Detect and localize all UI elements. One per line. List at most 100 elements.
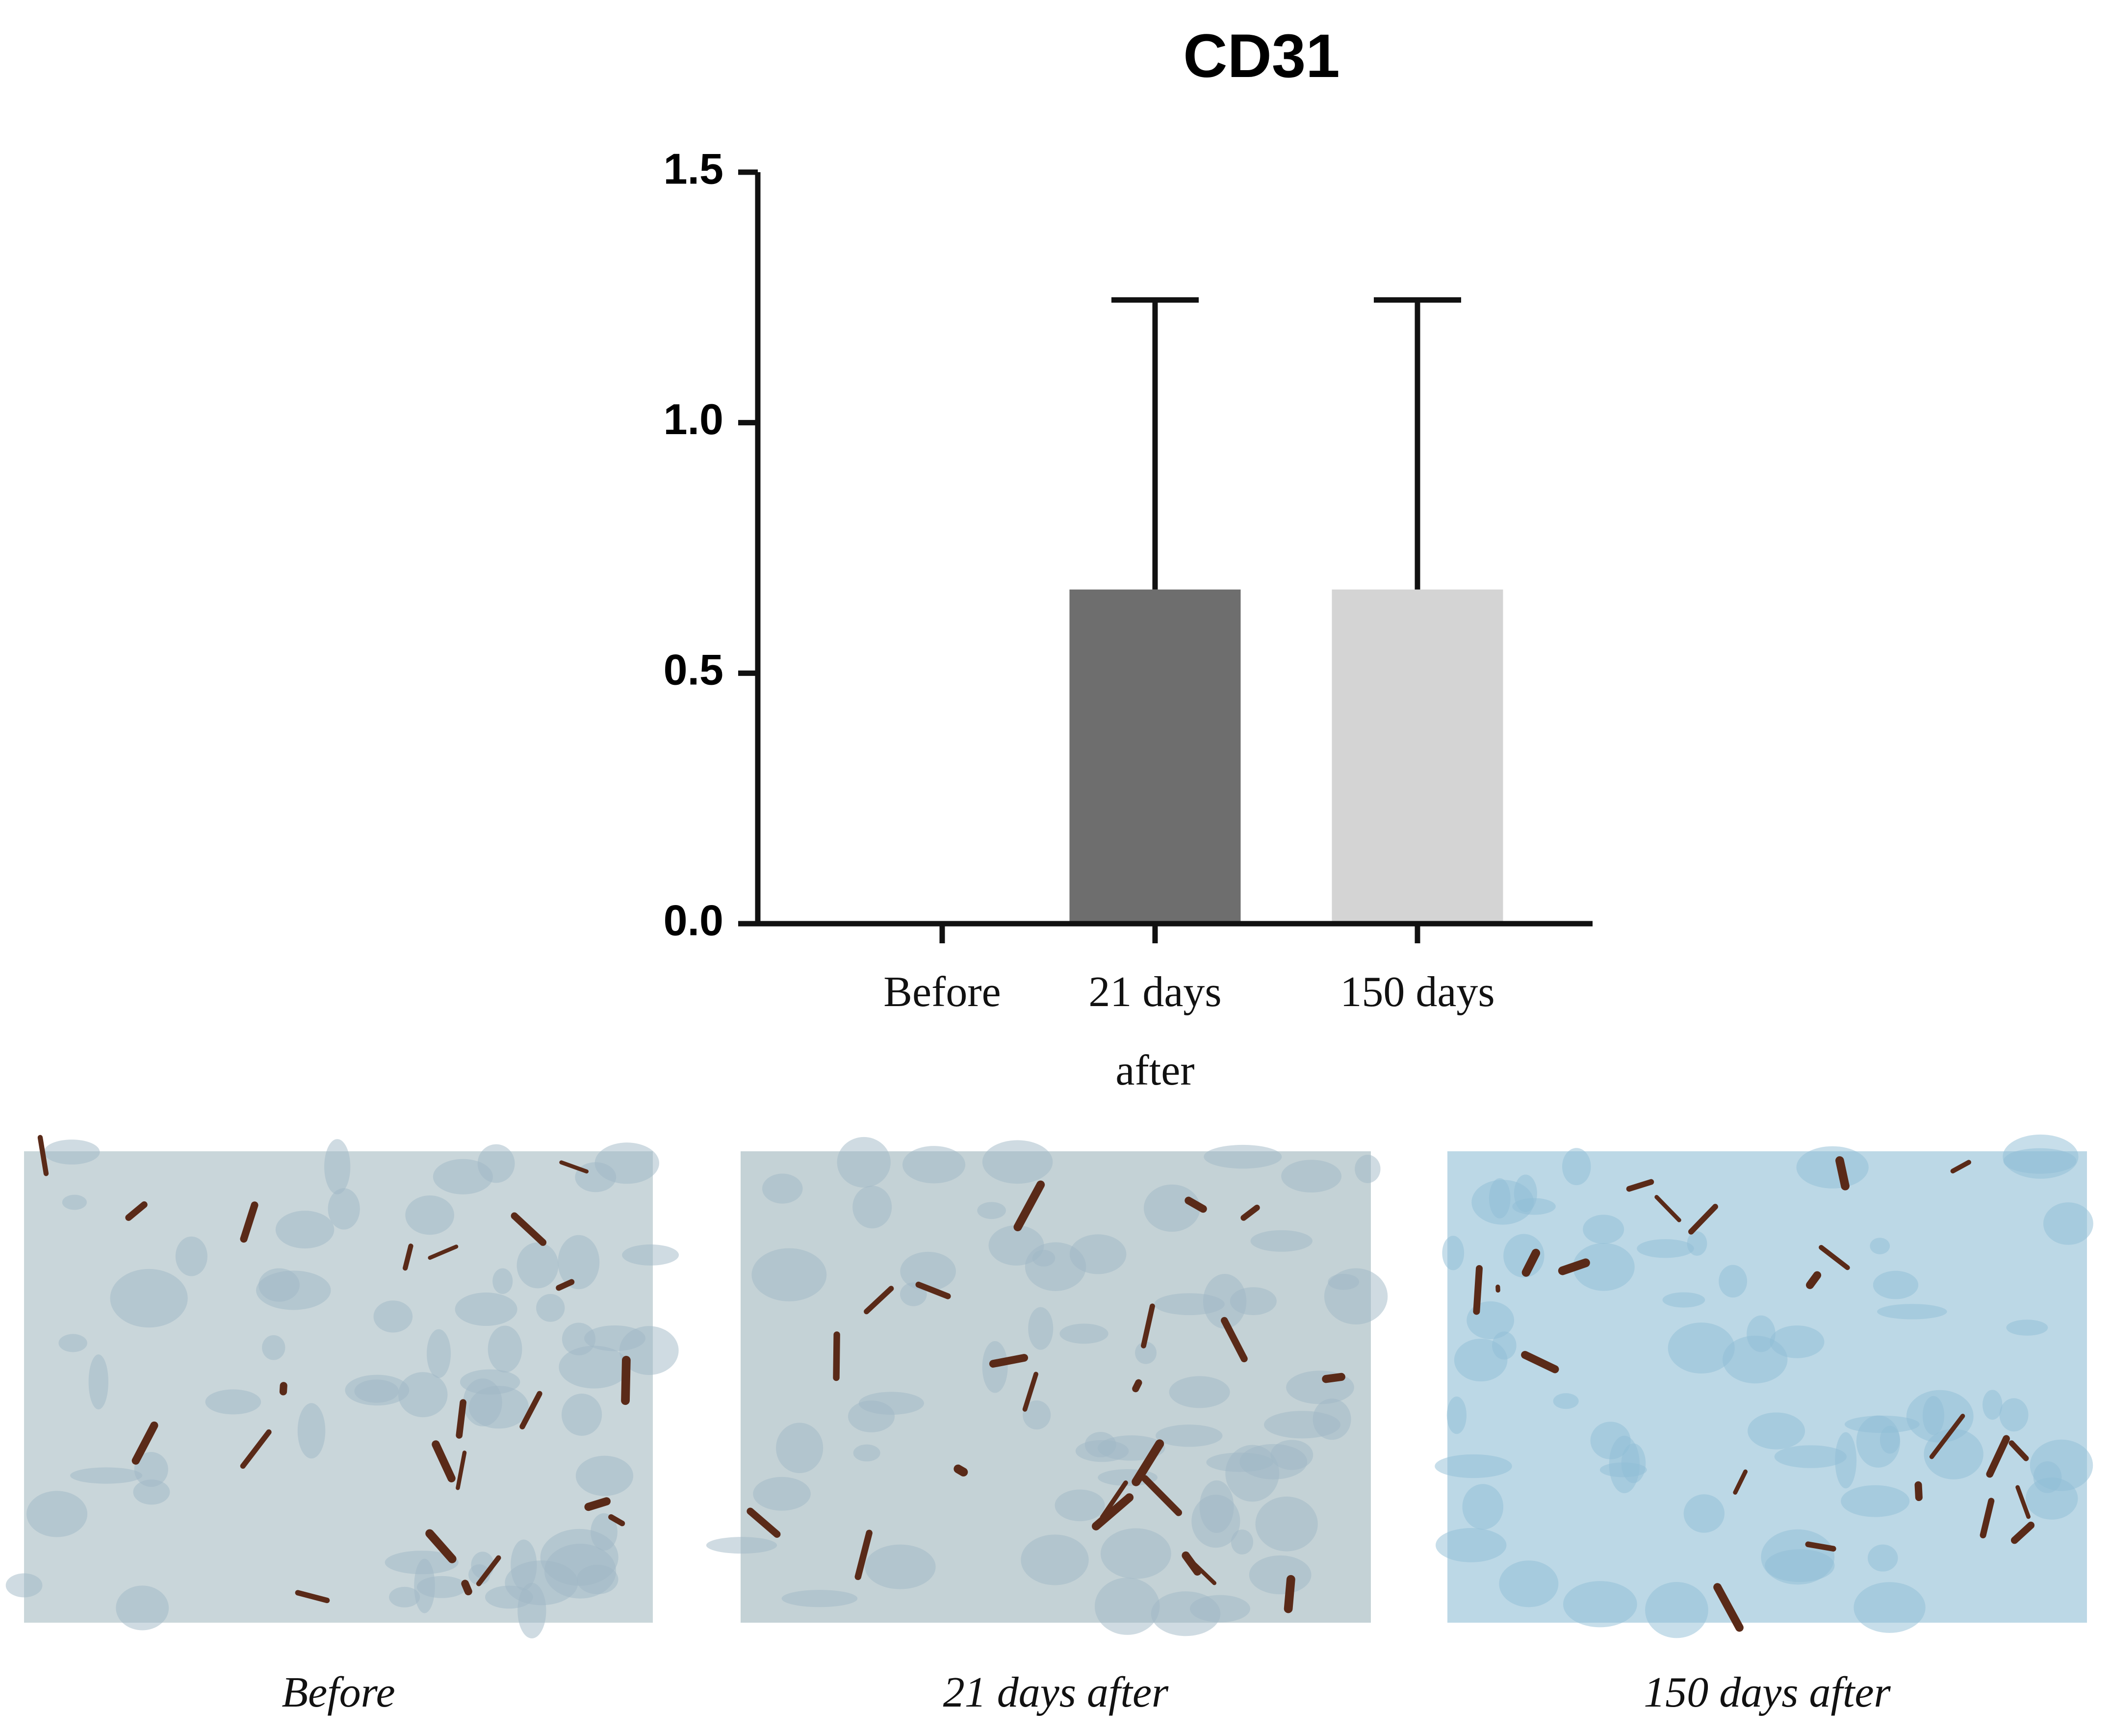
- tissue-cell: [1590, 1422, 1631, 1459]
- tissue-cell: [1499, 1560, 1559, 1607]
- micrograph-caption: 21 days after: [943, 1669, 1169, 1716]
- x-tick-label: Before: [883, 968, 1001, 1016]
- tissue-cell: [1135, 1342, 1157, 1364]
- vessel: [559, 1160, 589, 1174]
- tissue-cell: [1436, 1528, 1507, 1562]
- vessel: [1819, 1244, 1850, 1270]
- tissue-cell: [1023, 1400, 1051, 1430]
- vessel: [456, 1451, 467, 1490]
- tissue-cell: [1662, 1292, 1705, 1308]
- tissue-cell: [262, 1335, 285, 1360]
- tissue-cell: [516, 1242, 559, 1289]
- tissue-cell: [858, 1392, 924, 1415]
- tissue-cell: [852, 1186, 892, 1229]
- vessel: [556, 1279, 575, 1291]
- tissue-cell: [1442, 1236, 1465, 1270]
- tissue-cell: [776, 1423, 824, 1474]
- vessel: [1713, 1583, 1744, 1632]
- tissue-cell: [5, 1573, 43, 1598]
- tissue-cell: [427, 1329, 451, 1378]
- tissue-cell: [575, 1455, 634, 1496]
- tissue-cell: [385, 1551, 459, 1575]
- tissue-cell: [837, 1137, 891, 1188]
- tissue-cell: [110, 1269, 188, 1328]
- tissue-cell: [559, 1346, 629, 1389]
- vessel: [476, 1555, 501, 1586]
- tissue-cell: [70, 1467, 143, 1484]
- vessel: [2010, 1522, 2035, 1544]
- tissue-cell: [205, 1389, 261, 1415]
- tissue-cell: [706, 1537, 777, 1554]
- tissue-cell: [2003, 1148, 2077, 1174]
- tissue-cell: [2043, 1202, 2093, 1245]
- tissue-cell: [1854, 1582, 1926, 1633]
- tissue-cell: [1069, 1234, 1127, 1274]
- vessel: [1182, 1551, 1202, 1576]
- tissue-cell: [1621, 1443, 1646, 1483]
- vessel: [432, 1440, 456, 1482]
- tissue-cell: [1835, 1432, 1857, 1489]
- tissue-cell: [58, 1334, 87, 1352]
- tissue-cell: [88, 1354, 108, 1410]
- vessel: [511, 1212, 547, 1246]
- tissue-cell: [324, 1139, 351, 1194]
- tissue-cell: [1489, 1178, 1511, 1218]
- tissue-cell: [2006, 1320, 2048, 1336]
- tissue-cell: [455, 1292, 517, 1326]
- tissue-cell: [492, 1268, 513, 1294]
- tissue-cell: [1553, 1393, 1579, 1409]
- vessel: [953, 1464, 968, 1477]
- tissue-cell: [1873, 1270, 1919, 1299]
- vessel: [1914, 1481, 1923, 1502]
- vessel: [461, 1580, 472, 1596]
- y-tick-label: 1.5: [664, 144, 723, 193]
- vessel: [854, 1529, 873, 1581]
- tissue-cell: [134, 1452, 168, 1487]
- tissue-cell: [258, 1268, 300, 1302]
- tissue-cell: [1028, 1307, 1054, 1350]
- vessel: [403, 1244, 413, 1271]
- bar: [1069, 589, 1241, 924]
- tissue-cell: [1796, 1146, 1869, 1189]
- vessel: [1141, 1303, 1155, 1348]
- tissue-cell: [1143, 1184, 1200, 1232]
- vessel: [37, 1135, 49, 1176]
- vessel: [1805, 1541, 1836, 1552]
- tissue-cell: [536, 1294, 565, 1322]
- tissue-cell: [517, 1582, 546, 1639]
- y-tick-label: 1.0: [664, 395, 723, 443]
- tissue-cell: [460, 1369, 520, 1395]
- vessel: [1240, 1204, 1260, 1221]
- tissue-cell: [900, 1251, 956, 1291]
- tissue-cell: [558, 1235, 600, 1290]
- x-tick-label: 150 days: [1340, 968, 1495, 1016]
- tissue-cell: [1748, 1412, 1805, 1450]
- tissue-cell: [1462, 1484, 1504, 1530]
- tissue-cell: [1225, 1445, 1280, 1502]
- tissue-cell: [373, 1300, 413, 1333]
- tissue-cell: [1203, 1273, 1247, 1329]
- tissue-cell: [1668, 1322, 1735, 1374]
- tissue-cell: [1454, 1339, 1508, 1382]
- tissue-cell: [1270, 1440, 1313, 1470]
- vessel: [428, 1244, 459, 1260]
- vessel: [1654, 1195, 1681, 1222]
- vessel: [864, 1286, 894, 1315]
- vessel: [519, 1391, 542, 1429]
- tissue-cell: [1154, 1293, 1225, 1316]
- tissue-cell: [1249, 1555, 1312, 1595]
- vessel: [1929, 1414, 1965, 1459]
- bar: [1332, 589, 1503, 924]
- tissue-cell: [389, 1586, 420, 1607]
- vessel: [1835, 1156, 1850, 1191]
- tissue-cell: [1503, 1234, 1545, 1278]
- tissue-cell: [1562, 1148, 1591, 1186]
- vessel: [1950, 1160, 1971, 1174]
- tissue-cell: [116, 1585, 169, 1631]
- tissue-cell: [175, 1236, 207, 1276]
- tissue-cell: [902, 1146, 966, 1184]
- vessel: [2008, 1440, 2029, 1461]
- axes: [755, 172, 1593, 927]
- tissue-cell: [1982, 1390, 2003, 1420]
- vessel: [1521, 1248, 1541, 1277]
